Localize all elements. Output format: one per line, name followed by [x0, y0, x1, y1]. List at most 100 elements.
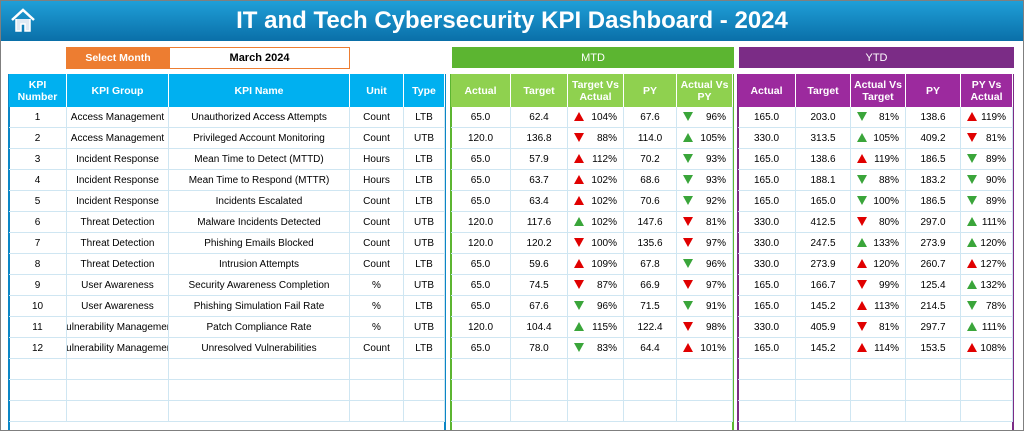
cell-text: 102% [591, 195, 617, 207]
cell-text: UTB [414, 321, 434, 333]
empty-cell [350, 401, 404, 422]
cell-text: 78.0 [529, 342, 549, 354]
table-cell: Phishing Simulation Fail Rate [169, 296, 350, 317]
cell-text: 297.7 [920, 321, 946, 333]
cell-text: 122.4 [637, 321, 663, 333]
cell-text: 147.6 [637, 216, 663, 228]
table-cell: LTB [404, 254, 445, 275]
cell-text: 105% [873, 132, 899, 144]
cell-text: 8 [34, 258, 41, 270]
empty-cell [568, 380, 624, 401]
table-cell: 138.6 [906, 107, 961, 128]
trend-arrow [967, 301, 977, 310]
table-cell: 59.6 [511, 254, 568, 275]
cell-text: 81% [878, 111, 899, 123]
cell-text: User Awareness [81, 300, 154, 312]
empty-cell [511, 401, 568, 422]
table-cell: 2 [9, 128, 67, 149]
table-cell: 120% [851, 254, 906, 275]
table-cell: 3 [9, 149, 67, 170]
cell-text: 409.2 [920, 132, 946, 144]
trend-arrow [967, 343, 977, 352]
cell-text: 136.8 [526, 132, 552, 144]
cell-text: 91% [705, 300, 726, 312]
table-cell: 105% [677, 128, 733, 149]
home-icon[interactable] [9, 7, 37, 33]
cell-text: 188.1 [810, 174, 836, 186]
trend-arrow [857, 280, 867, 289]
cell-text: 330.0 [753, 258, 780, 270]
cell-text: Phishing Simulation Fail Rate [193, 300, 325, 312]
table-cell: 273.9 [906, 233, 961, 254]
table-cell: 165.0 [738, 191, 796, 212]
cell-text: 145.2 [810, 342, 836, 354]
cell-text: Privileged Account Monitoring [193, 132, 325, 144]
cell-text: Phishing Emails Blocked [204, 237, 314, 249]
cell-text: 273.9 [810, 258, 836, 270]
table-cell: 166.7 [796, 275, 851, 296]
table-cell: 330.0 [738, 128, 796, 149]
cell-text: 4 [34, 174, 41, 186]
cell-text: Mean Time to Detect (MTTD) [194, 153, 324, 165]
empty-cell [568, 401, 624, 422]
table-cell: 145.2 [796, 338, 851, 359]
table-cell: 115% [568, 317, 624, 338]
table-cell: 81% [851, 107, 906, 128]
table-cell: Hours [350, 149, 404, 170]
cell-text: Count [363, 132, 390, 144]
ytd-banner: YTD [739, 47, 1014, 68]
cell-text: LTB [415, 174, 433, 186]
cell-text: 138.6 [920, 111, 946, 123]
table-cell: 1 [9, 107, 67, 128]
table-cell: 96% [677, 107, 733, 128]
trend-arrow [857, 154, 867, 163]
cell-text: 330.0 [753, 237, 780, 249]
table-cell: UTB [404, 212, 445, 233]
cell-text: 166.7 [810, 279, 836, 291]
cell-text: 100% [591, 237, 617, 249]
table-cell: 81% [677, 212, 733, 233]
table-cell: Patch Compliance Rate [169, 317, 350, 338]
table-cell: Incidents Escalated [169, 191, 350, 212]
table-cell: 330.0 [738, 317, 796, 338]
cell-text: 67.6 [640, 111, 660, 123]
table-cell: Unresolved Vulnerabilities [169, 338, 350, 359]
empty-cell [796, 380, 851, 401]
table-cell: 153.5 [906, 338, 961, 359]
month-selector[interactable]: March 2024 [169, 47, 350, 69]
cell-text: 98% [705, 321, 726, 333]
cell-text: 120% [873, 258, 899, 270]
cell-text: LTB [415, 111, 433, 123]
table-cell: 87% [568, 275, 624, 296]
empty-cell [67, 359, 169, 380]
table-cell: 5 [9, 191, 67, 212]
table-cell: Vulnerability Management [67, 317, 169, 338]
table-cell: 81% [961, 128, 1013, 149]
cell-text: 108% [980, 342, 1006, 354]
column-header: Actual Vs Target [851, 74, 906, 107]
mtd-frame [450, 74, 734, 430]
cell-text: 120.0 [467, 216, 494, 228]
table-cell: 74.5 [511, 275, 568, 296]
table-cell: 11 [9, 317, 67, 338]
empty-cell [851, 380, 906, 401]
table-cell: 165.0 [796, 191, 851, 212]
table-cell: 405.9 [796, 317, 851, 338]
cell-text: 297.0 [920, 216, 946, 228]
trend-arrow [574, 133, 584, 142]
empty-cell [404, 380, 445, 401]
empty-cell [451, 401, 511, 422]
table-cell: Count [350, 233, 404, 254]
table-cell: 330.0 [738, 233, 796, 254]
table-cell: Phishing Emails Blocked [169, 233, 350, 254]
dashboard-title: IT and Tech Cybersecurity KPI Dashboard … [236, 7, 788, 34]
column-header: KPI Group [67, 74, 169, 107]
trend-arrow [967, 154, 977, 163]
cell-text: % [372, 321, 381, 333]
table-cell: 97% [677, 233, 733, 254]
table-cell: 101% [677, 338, 733, 359]
trend-arrow [967, 133, 977, 142]
table-cell: 165.0 [738, 296, 796, 317]
cell-text: 273.9 [920, 237, 946, 249]
